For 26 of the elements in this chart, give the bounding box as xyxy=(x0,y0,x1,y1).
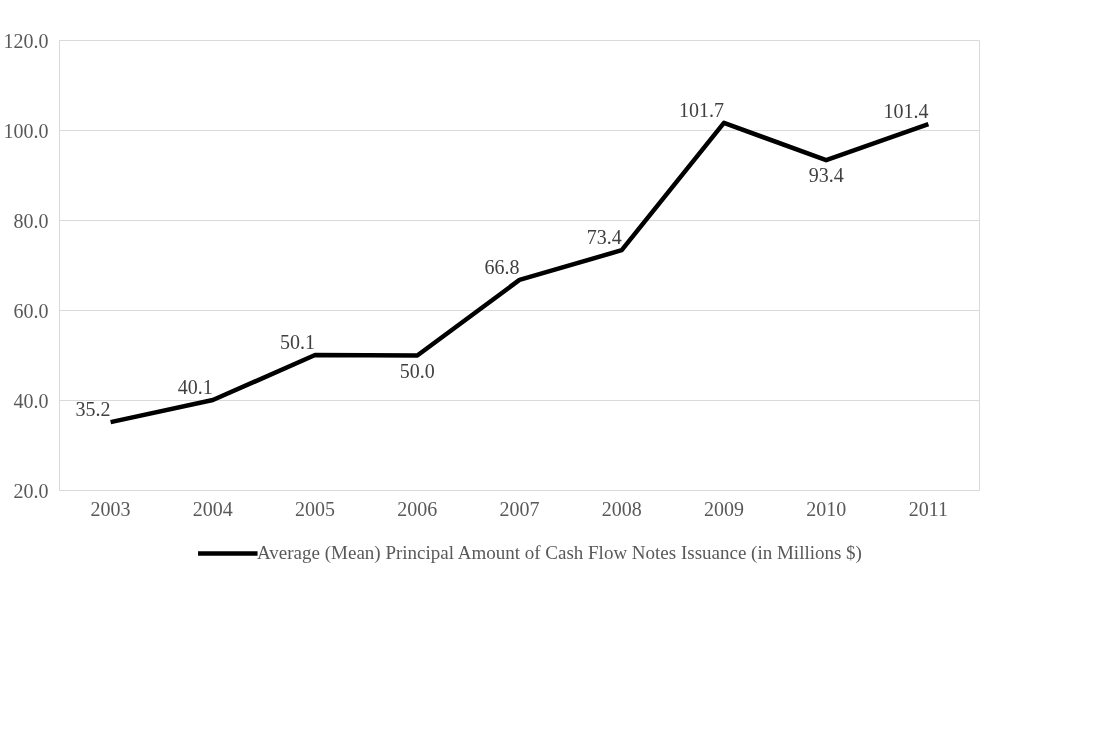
data-label: 35.2 xyxy=(75,398,111,421)
x-tick-label: 2005 xyxy=(295,497,336,520)
x-tick-label: 2009 xyxy=(703,497,744,520)
x-tick-label: 2003 xyxy=(90,497,131,520)
y-tick-label: 20.0 xyxy=(13,479,49,502)
data-label: 66.8 xyxy=(484,255,520,278)
x-tick-label: 2006 xyxy=(397,497,438,520)
data-label: 101.4 xyxy=(883,100,929,123)
y-tick-label: 100.0 xyxy=(3,119,49,142)
data-label: 50.0 xyxy=(399,359,435,382)
data-label: 93.4 xyxy=(808,164,844,187)
data-label: 50.1 xyxy=(280,331,316,354)
x-tick-label: 2008 xyxy=(601,497,642,520)
x-tick-label: 2007 xyxy=(499,497,540,520)
y-tick-label: 120.0 xyxy=(3,29,49,52)
x-tick-label: 2011 xyxy=(908,497,949,520)
data-label: 101.7 xyxy=(678,98,724,121)
y-tick-label: 40.0 xyxy=(13,389,49,412)
y-tick-label: 60.0 xyxy=(13,299,49,322)
x-tick-label: 2010 xyxy=(806,497,847,520)
legend-label: Average (Mean) Principal Amount of Cash Flow Notes Issuance (in Millions $) xyxy=(257,542,862,564)
x-tick-label: 2004 xyxy=(192,497,233,520)
data-label: 40.1 xyxy=(177,376,213,399)
line-series xyxy=(108,120,931,425)
data-label: 73.4 xyxy=(586,226,622,249)
y-tick-label: 80.0 xyxy=(13,209,49,232)
